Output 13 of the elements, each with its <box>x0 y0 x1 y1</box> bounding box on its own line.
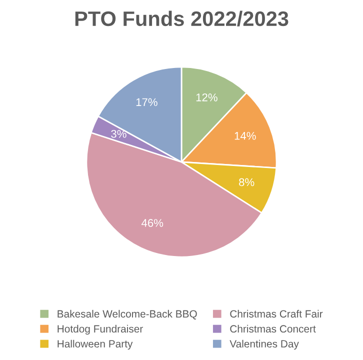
legend-label: Halloween Party <box>58 340 133 350</box>
legend-label: Bakesale Welcome-Back BBQ <box>58 310 197 320</box>
data-label: 8% <box>239 178 254 186</box>
data-label: 17% <box>136 98 158 106</box>
data-label: 12% <box>196 93 218 102</box>
data-label: 46% <box>142 219 164 227</box>
legend-label: Hotdog Fundraiser <box>58 324 143 335</box>
legend-label: Valentines Day <box>230 340 299 350</box>
legend-label: Christmas Craft Fair <box>230 310 323 318</box>
data-label: 14% <box>234 132 256 140</box>
chart-title: PTO Funds 2022/2023 <box>75 10 288 26</box>
legend-label: Christmas Concert <box>230 324 316 333</box>
data-label: 3% <box>111 130 126 138</box>
